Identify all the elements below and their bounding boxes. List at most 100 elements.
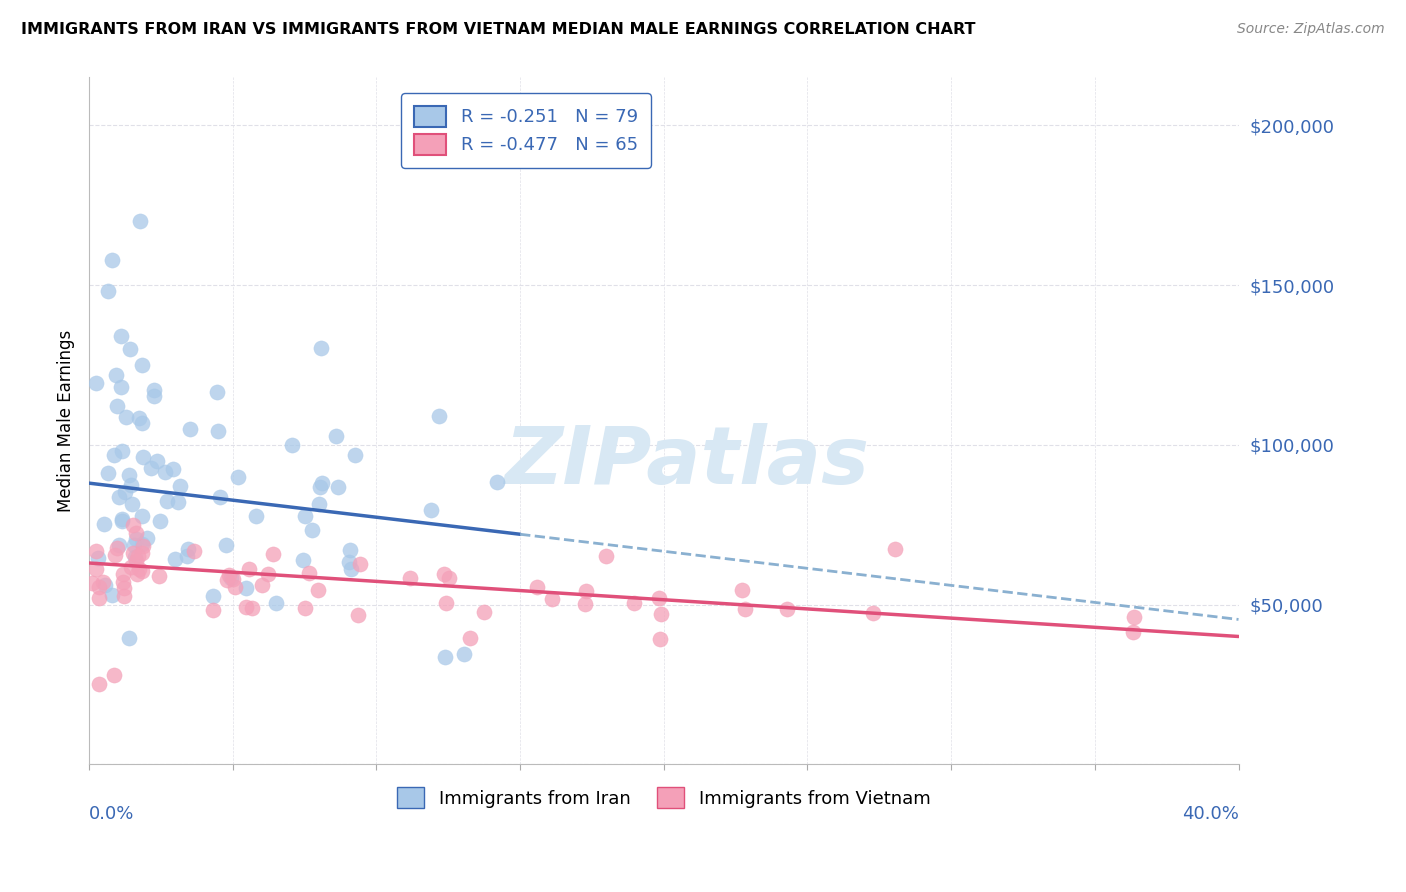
Point (131, 546, 153, 560)
Point (294, 509, 316, 524)
Point (526, 580, 548, 594)
Point (207, 385, 229, 400)
Point (240, 601, 263, 615)
Point (121, 498, 143, 512)
Point (775, 602, 797, 616)
Point (86, 562, 108, 576)
Point (224, 581, 246, 595)
Point (297, 566, 319, 581)
Point (82, 576, 104, 591)
Point (131, 358, 153, 372)
Point (434, 596, 457, 610)
Point (339, 543, 361, 558)
Point (207, 425, 229, 439)
Point (93, 578, 115, 592)
Point (125, 566, 148, 581)
Point (120, 560, 142, 574)
Point (169, 479, 191, 493)
Point (97, 466, 120, 480)
Point (131, 416, 153, 430)
Point (458, 631, 481, 645)
Point (215, 538, 238, 552)
Point (87, 550, 110, 565)
Point (127, 549, 149, 563)
Point (328, 480, 350, 494)
Point (731, 582, 754, 597)
Point (132, 450, 155, 464)
Point (264, 597, 287, 611)
Text: IMMIGRANTS FROM IRAN VS IMMIGRANTS FROM VIETNAM MEDIAN MALE EARNINGS CORRELATION: IMMIGRANTS FROM IRAN VS IMMIGRANTS FROM … (21, 22, 976, 37)
Point (117, 632, 139, 646)
Point (294, 600, 316, 615)
Point (311, 341, 333, 355)
Point (183, 544, 205, 558)
Point (262, 547, 284, 561)
Point (117, 467, 139, 482)
Point (347, 608, 370, 623)
Point (122, 546, 145, 560)
Point (427, 409, 450, 423)
Point (218, 567, 240, 582)
Point (574, 597, 596, 611)
Point (103, 668, 125, 682)
Point (155, 465, 177, 479)
Point (135, 531, 157, 545)
Point (337, 555, 360, 569)
Point (166, 495, 188, 509)
Point (177, 542, 200, 557)
Point (648, 632, 671, 646)
Point (122, 538, 145, 552)
Point (399, 571, 422, 585)
Point (107, 541, 129, 555)
Point (108, 538, 131, 552)
Point (734, 602, 756, 616)
Point (128, 562, 150, 576)
Point (124, 549, 146, 564)
Point (222, 573, 245, 587)
Point (1123, 610, 1146, 624)
Point (84, 544, 107, 558)
Point (131, 539, 153, 553)
Point (307, 582, 329, 597)
Point (226, 470, 249, 484)
Point (143, 389, 166, 403)
Point (91, 574, 114, 589)
Point (201, 589, 224, 603)
Point (112, 589, 135, 603)
Point (650, 607, 672, 622)
Text: ZIPatlas: ZIPatlas (505, 423, 869, 501)
Point (575, 584, 598, 599)
Point (256, 567, 278, 582)
Point (103, 448, 125, 462)
Point (125, 533, 148, 547)
Y-axis label: Median Male Earnings: Median Male Earnings (58, 330, 75, 512)
Point (122, 517, 145, 532)
Point (104, 548, 127, 562)
Point (125, 526, 148, 541)
Point (128, 410, 150, 425)
Point (215, 573, 238, 587)
Point (89, 677, 111, 691)
Point (340, 561, 363, 575)
Point (472, 605, 495, 619)
Point (146, 454, 169, 468)
Point (111, 443, 134, 458)
Point (301, 523, 323, 537)
Point (142, 383, 165, 397)
Point (110, 328, 132, 343)
Point (111, 514, 134, 528)
Point (219, 571, 242, 585)
Point (131, 537, 153, 551)
Point (201, 602, 224, 616)
Point (862, 607, 884, 621)
Point (114, 484, 136, 499)
Point (540, 591, 562, 606)
Point (486, 475, 509, 489)
Point (148, 569, 170, 583)
Point (281, 438, 304, 452)
Point (420, 503, 443, 517)
Point (87, 591, 110, 606)
Text: 40.0%: 40.0% (1181, 805, 1239, 823)
Point (104, 368, 127, 382)
Point (149, 514, 172, 528)
